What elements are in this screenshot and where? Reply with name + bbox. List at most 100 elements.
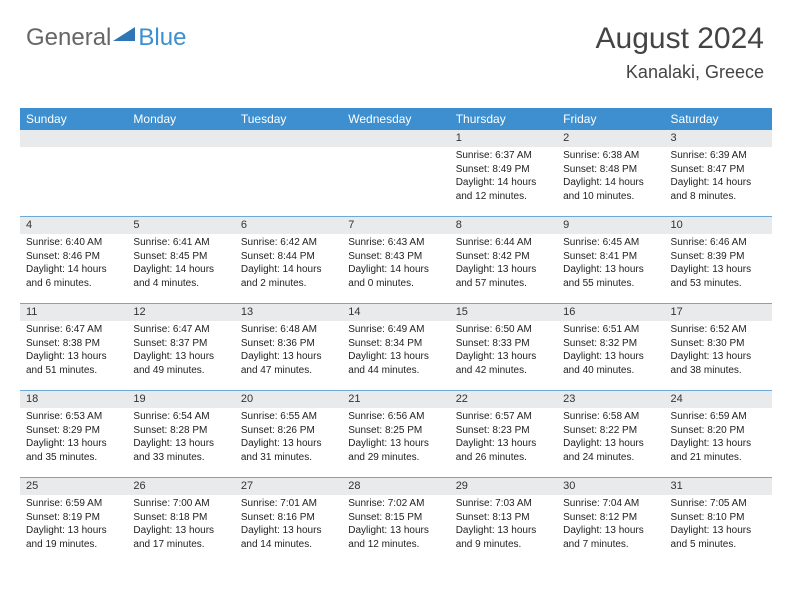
day-number: 22 (450, 391, 557, 408)
sunrise-text: Sunrise: 7:00 AM (133, 497, 228, 511)
daylight-text: Daylight: 14 hours and 4 minutes. (133, 263, 228, 290)
daylight-text: Daylight: 13 hours and 55 minutes. (563, 263, 658, 290)
cell-body: Sunrise: 6:43 AMSunset: 8:43 PMDaylight:… (342, 234, 449, 294)
day-number (235, 130, 342, 147)
calendar-cell: 16Sunrise: 6:51 AMSunset: 8:32 PMDayligh… (557, 304, 664, 390)
calendar-row: 4Sunrise: 6:40 AMSunset: 8:46 PMDaylight… (20, 216, 772, 303)
sunset-text: Sunset: 8:47 PM (671, 163, 766, 177)
sunset-text: Sunset: 8:13 PM (456, 511, 551, 525)
day-number: 9 (557, 217, 664, 234)
sunset-text: Sunset: 8:16 PM (241, 511, 336, 525)
day-number: 10 (665, 217, 772, 234)
daylight-text: Daylight: 13 hours and 38 minutes. (671, 350, 766, 377)
logo-word2: Blue (138, 24, 186, 52)
day-number: 26 (127, 478, 234, 495)
calendar-cell: 13Sunrise: 6:48 AMSunset: 8:36 PMDayligh… (235, 304, 342, 390)
sunrise-text: Sunrise: 6:51 AM (563, 323, 658, 337)
daylight-text: Daylight: 14 hours and 6 minutes. (26, 263, 121, 290)
cell-body: Sunrise: 6:46 AMSunset: 8:39 PMDaylight:… (665, 234, 772, 294)
day-number: 21 (342, 391, 449, 408)
daylight-text: Daylight: 14 hours and 10 minutes. (563, 176, 658, 203)
sunset-text: Sunset: 8:12 PM (563, 511, 658, 525)
cell-body: Sunrise: 6:38 AMSunset: 8:48 PMDaylight:… (557, 147, 664, 207)
sunrise-text: Sunrise: 7:03 AM (456, 497, 551, 511)
sunset-text: Sunset: 8:29 PM (26, 424, 121, 438)
cell-body: Sunrise: 6:45 AMSunset: 8:41 PMDaylight:… (557, 234, 664, 294)
cell-body: Sunrise: 6:59 AMSunset: 8:20 PMDaylight:… (665, 408, 772, 468)
calendar-cell: 9Sunrise: 6:45 AMSunset: 8:41 PMDaylight… (557, 217, 664, 303)
cell-body: Sunrise: 6:37 AMSunset: 8:49 PMDaylight:… (450, 147, 557, 207)
sunrise-text: Sunrise: 6:41 AM (133, 236, 228, 250)
logo-word1: General (26, 24, 111, 52)
calendar-row: 18Sunrise: 6:53 AMSunset: 8:29 PMDayligh… (20, 390, 772, 477)
daylight-text: Daylight: 13 hours and 31 minutes. (241, 437, 336, 464)
cell-body: Sunrise: 6:47 AMSunset: 8:37 PMDaylight:… (127, 321, 234, 381)
sunset-text: Sunset: 8:44 PM (241, 250, 336, 264)
calendar-cell: 12Sunrise: 6:47 AMSunset: 8:37 PMDayligh… (127, 304, 234, 390)
calendar-cell: 10Sunrise: 6:46 AMSunset: 8:39 PMDayligh… (665, 217, 772, 303)
daylight-text: Daylight: 13 hours and 42 minutes. (456, 350, 551, 377)
sunrise-text: Sunrise: 6:38 AM (563, 149, 658, 163)
sunset-text: Sunset: 8:33 PM (456, 337, 551, 351)
sunrise-text: Sunrise: 6:53 AM (26, 410, 121, 424)
cell-body: Sunrise: 6:57 AMSunset: 8:23 PMDaylight:… (450, 408, 557, 468)
daylight-text: Daylight: 13 hours and 29 minutes. (348, 437, 443, 464)
calendar-cell: 17Sunrise: 6:52 AMSunset: 8:30 PMDayligh… (665, 304, 772, 390)
sunset-text: Sunset: 8:25 PM (348, 424, 443, 438)
calendar-cell: 23Sunrise: 6:58 AMSunset: 8:22 PMDayligh… (557, 391, 664, 477)
day-number (342, 130, 449, 147)
weekday-heading: Friday (557, 108, 664, 130)
calendar-row: 11Sunrise: 6:47 AMSunset: 8:38 PMDayligh… (20, 303, 772, 390)
logo: General Blue (26, 24, 186, 52)
cell-body: Sunrise: 6:55 AMSunset: 8:26 PMDaylight:… (235, 408, 342, 468)
cell-body: Sunrise: 6:58 AMSunset: 8:22 PMDaylight:… (557, 408, 664, 468)
sunrise-text: Sunrise: 6:54 AM (133, 410, 228, 424)
sunset-text: Sunset: 8:38 PM (26, 337, 121, 351)
calendar-row: 1Sunrise: 6:37 AMSunset: 8:49 PMDaylight… (20, 130, 772, 216)
day-number: 7 (342, 217, 449, 234)
weekday-heading: Saturday (665, 108, 772, 130)
daylight-text: Daylight: 13 hours and 9 minutes. (456, 524, 551, 551)
calendar-cell: 6Sunrise: 6:42 AMSunset: 8:44 PMDaylight… (235, 217, 342, 303)
sunset-text: Sunset: 8:15 PM (348, 511, 443, 525)
daylight-text: Daylight: 13 hours and 14 minutes. (241, 524, 336, 551)
calendar-cell: 29 Sunrise: 7:03 AMSunset: 8:13 PMDayligh… (450, 478, 557, 564)
cell-body: Sunrise: 6:49 AMSunset: 8:34 PMDaylight:… (342, 321, 449, 381)
cell-body: Sunrise: 7:00 AMSunset: 8:18 PMDaylight:… (127, 495, 234, 555)
cell-body: Sunrise: 6:53 AMSunset: 8:29 PMDaylight:… (20, 408, 127, 468)
calendar-cell: 31Sunrise: 7:05 AMSunset: 8:10 PMDayligh… (665, 478, 772, 564)
calendar-cell: 2Sunrise: 6:38 AMSunset: 8:48 PMDaylight… (557, 130, 664, 216)
calendar-cell: 18Sunrise: 6:53 AMSunset: 8:29 PMDayligh… (20, 391, 127, 477)
sunrise-text: Sunrise: 6:56 AM (348, 410, 443, 424)
day-number: 13 (235, 304, 342, 321)
calendar-cell: 20Sunrise: 6:55 AMSunset: 8:26 PMDayligh… (235, 391, 342, 477)
daylight-text: Daylight: 13 hours and 49 minutes. (133, 350, 228, 377)
daylight-text: Daylight: 13 hours and 12 minutes. (348, 524, 443, 551)
sunrise-text: Sunrise: 6:59 AM (671, 410, 766, 424)
daylight-text: Daylight: 13 hours and 53 minutes. (671, 263, 766, 290)
day-number: 27 (235, 478, 342, 495)
cell-body: Sunrise: 7:01 AMSunset: 8:16 PMDaylight:… (235, 495, 342, 555)
calendar-cell: 3Sunrise: 6:39 AMSunset: 8:47 PMDaylight… (665, 130, 772, 216)
sunset-text: Sunset: 8:22 PM (563, 424, 658, 438)
day-number (20, 130, 127, 147)
day-number: 29 (450, 478, 557, 495)
cell-body: Sunrise: 6:41 AMSunset: 8:45 PMDaylight:… (127, 234, 234, 294)
calendar-cell: 15Sunrise: 6:50 AMSunset: 8:33 PMDayligh… (450, 304, 557, 390)
daylight-text: Daylight: 13 hours and 44 minutes. (348, 350, 443, 377)
calendar-body: 1Sunrise: 6:37 AMSunset: 8:49 PMDaylight… (20, 130, 772, 564)
sunrise-text: Sunrise: 6:55 AM (241, 410, 336, 424)
calendar-cell: 28Sunrise: 7:02 AMSunset: 8:15 PMDayligh… (342, 478, 449, 564)
day-number: 4 (20, 217, 127, 234)
cell-body: Sunrise: 6:44 AMSunset: 8:42 PMDaylight:… (450, 234, 557, 294)
day-number: 17 (665, 304, 772, 321)
calendar-cell: 25Sunrise: 6:59 AMSunset: 8:19 PMDayligh… (20, 478, 127, 564)
calendar-cell (127, 130, 234, 216)
day-number: 11 (20, 304, 127, 321)
calendar-cell: 5Sunrise: 6:41 AMSunset: 8:45 PMDaylight… (127, 217, 234, 303)
weekday-heading: Thursday (450, 108, 557, 130)
calendar-cell: 22Sunrise: 6:57 AMSunset: 8:23 PMDayligh… (450, 391, 557, 477)
calendar-cell: 24Sunrise: 6:59 AMSunset: 8:20 PMDayligh… (665, 391, 772, 477)
daylight-text: Daylight: 13 hours and 17 minutes. (133, 524, 228, 551)
sunrise-text: Sunrise: 6:52 AM (671, 323, 766, 337)
